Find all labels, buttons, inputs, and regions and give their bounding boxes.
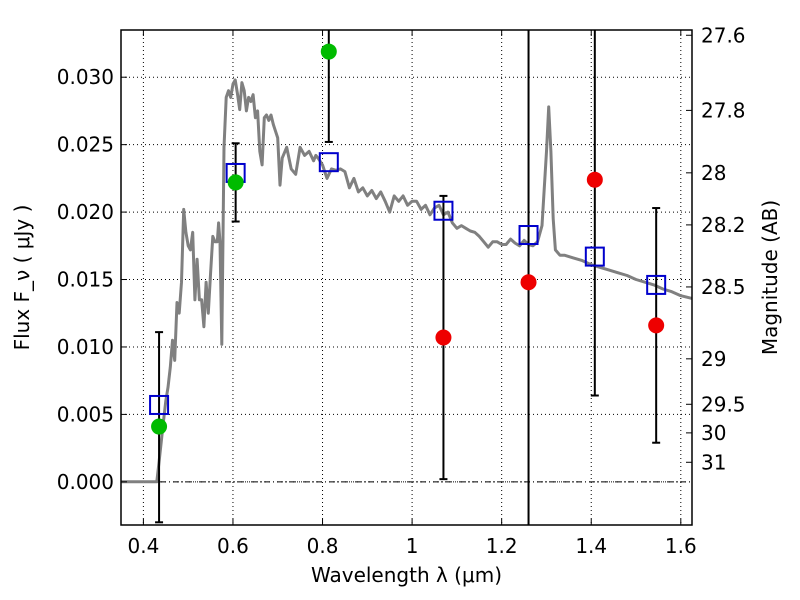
axis-ticks: 0.4 0.6 0.8 1 1.2 1.4 1.6 0.000 0.005 0.010 0.015 0… bbox=[57, 23, 746, 558]
y-tick-label: 0.005 bbox=[57, 402, 114, 426]
plot-frame bbox=[120, 29, 693, 526]
x-tick-label: 0.4 bbox=[127, 534, 159, 558]
model-photometry-square bbox=[518, 225, 539, 246]
detection-point bbox=[151, 418, 168, 435]
right-tick-label: 28.5 bbox=[701, 275, 746, 299]
non-detection-point bbox=[520, 274, 537, 291]
y-tick-label: 0.015 bbox=[57, 268, 114, 292]
x-tick-label: 1.4 bbox=[575, 534, 607, 558]
non-detection-point bbox=[435, 329, 452, 346]
x-axis-title: Wavelength λ (μm) bbox=[311, 563, 502, 587]
right-tick-label: 30 bbox=[701, 421, 726, 445]
right-tick-label: 31 bbox=[701, 450, 726, 474]
error-bars bbox=[155, 30, 661, 525]
detection-point bbox=[320, 43, 337, 60]
right-tick-label: 28 bbox=[701, 161, 726, 185]
model-photometry-square bbox=[318, 152, 339, 173]
y-tick-label: 0.000 bbox=[57, 470, 114, 494]
model-photometry-square bbox=[646, 274, 667, 295]
y-tick-label: 0.010 bbox=[57, 335, 114, 359]
x-tick-label: 1 bbox=[406, 534, 419, 558]
y-tick-label: 0.030 bbox=[57, 65, 114, 89]
non-detection-error-bar bbox=[590, 30, 599, 397]
model-photometry-square bbox=[584, 246, 605, 267]
right-tick-label: 28.2 bbox=[701, 213, 746, 237]
y-axis-title: Flux F_ν ( μJy ) bbox=[10, 205, 34, 351]
right-tick-label: 29 bbox=[701, 347, 726, 371]
right-tick-label: 27.8 bbox=[701, 98, 746, 122]
detection-point bbox=[227, 174, 244, 191]
model-photometry-square bbox=[149, 394, 170, 415]
right-axis-title: Magnitude (AB) bbox=[758, 200, 782, 355]
data-points bbox=[149, 43, 667, 435]
x-tick-label: 1.2 bbox=[486, 534, 518, 558]
right-tick-label: 29.5 bbox=[701, 392, 746, 416]
model-spectrum-line bbox=[121, 78, 693, 484]
y-tick-label: 0.025 bbox=[57, 133, 114, 157]
x-tick-label: 0.8 bbox=[307, 534, 339, 558]
non-detection-point bbox=[648, 317, 665, 334]
non-detection-point bbox=[586, 171, 603, 188]
right-tick-label: 27.6 bbox=[701, 23, 746, 47]
x-tick-label: 1.6 bbox=[665, 534, 697, 558]
y-tick-label: 0.020 bbox=[57, 200, 114, 224]
model-photometry-square bbox=[433, 200, 454, 221]
grid-lines bbox=[121, 30, 692, 525]
x-tick-label: 0.6 bbox=[217, 534, 249, 558]
